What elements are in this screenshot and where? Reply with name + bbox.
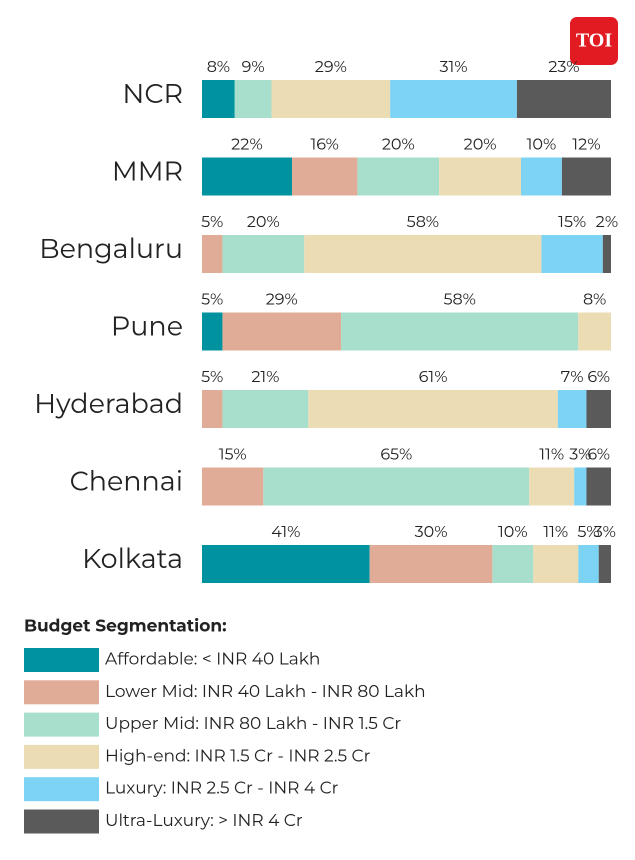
category-label: Kolkata (82, 542, 183, 575)
legend-swatch (24, 712, 99, 737)
value-label: 20% (247, 213, 280, 232)
value-label: 6% (587, 446, 610, 465)
bar-segment (202, 545, 370, 583)
value-label: 3% (569, 446, 591, 465)
bar-segment (557, 390, 587, 428)
bar-segment (492, 545, 534, 583)
bar-segment (541, 235, 603, 273)
value-label: 12% (572, 136, 600, 155)
value-label: 6% (587, 368, 610, 387)
value-label: 16% (310, 136, 338, 155)
value-label: 9% (242, 58, 265, 77)
legend-label: Upper Mid: INR 80 Lakh - INR 1.5 Cr (105, 714, 401, 734)
value-label: 10% (527, 136, 557, 155)
bar-segment (202, 157, 292, 196)
bar-segment (574, 467, 587, 506)
bar-segment (263, 467, 530, 506)
bar-segment (341, 312, 579, 351)
logo: TOI (576, 30, 613, 52)
bar-segment (578, 312, 611, 351)
category-label: Chennai (70, 465, 183, 498)
bar-segment (291, 157, 358, 196)
value-label: 29% (315, 58, 347, 77)
value-label: 29% (266, 291, 298, 310)
value-label: 15% (558, 213, 586, 232)
bar-segment (271, 80, 391, 118)
bar-segment (439, 157, 522, 196)
value-label: 5% (577, 523, 599, 542)
legend-label: Affordable: < INR 40 Lakh (105, 649, 320, 669)
value-label: 20% (464, 136, 497, 155)
value-label: 11% (543, 523, 568, 542)
bar-segment (586, 467, 611, 506)
legend-label: High-end: INR 1.5 Cr - INR 2.5 Cr (105, 746, 371, 766)
legend-swatch (24, 777, 99, 802)
bar-segment (521, 157, 562, 196)
bar-segment (357, 157, 440, 196)
bar-segment (304, 235, 542, 273)
bar-segment (202, 390, 223, 428)
bar-segment (578, 545, 599, 583)
legend-label: Luxury: INR 2.5 Cr - INR 4 Cr (105, 779, 339, 799)
bar-segment (516, 80, 611, 118)
value-label: 5% (201, 291, 223, 310)
value-label: 58% (407, 213, 439, 232)
bar-segment (602, 235, 611, 273)
legend-label: Lower Mid: INR 40 Lakh - INR 80 Lakh (105, 682, 426, 702)
legend-swatch (24, 648, 99, 672)
value-label: 5% (201, 213, 223, 232)
bar-segment (202, 312, 223, 351)
logo-badge (570, 17, 618, 65)
bar-segment (529, 467, 575, 506)
bar-segment (222, 312, 342, 351)
value-label: 3% (594, 523, 616, 542)
bar-segment (586, 390, 611, 428)
value-label: 22% (231, 136, 263, 155)
legend-swatch (24, 809, 99, 834)
value-label: 15% (219, 446, 247, 465)
category-label: NCR (122, 77, 183, 110)
value-label: 61% (419, 368, 448, 387)
legend-label: Ultra-Luxury: > INR 4 Cr (105, 811, 303, 831)
bar-segment (234, 80, 272, 118)
value-label: 11% (539, 446, 564, 465)
bar-segment (390, 80, 517, 118)
value-label: 31% (439, 58, 467, 77)
value-label: 2% (596, 213, 619, 232)
bar-segment (202, 80, 235, 118)
value-label: 30% (415, 523, 448, 542)
legend-title: Budget Segmentation: (24, 617, 227, 637)
bar-segment (561, 157, 611, 196)
value-label: 10% (498, 523, 528, 542)
bar-segment (222, 235, 305, 273)
value-label: 8% (207, 58, 230, 77)
bar-segment (202, 467, 264, 506)
bar-segment (533, 545, 579, 583)
value-label: 58% (443, 291, 475, 310)
bar-segment (202, 235, 223, 273)
value-label: 5% (201, 368, 223, 387)
bar-segment (308, 390, 558, 428)
category-label: Pune (111, 310, 183, 343)
bar-segment (222, 390, 309, 428)
value-label: 65% (380, 446, 412, 465)
value-label: 21% (251, 368, 279, 387)
category-label: Hyderabad (34, 387, 183, 420)
value-label: 23% (548, 58, 579, 77)
category-label: Bengaluru (39, 232, 183, 265)
value-label: 20% (382, 136, 415, 155)
value-label: 41% (271, 523, 300, 542)
bar-segment (598, 545, 611, 583)
value-label: 8% (583, 291, 606, 310)
legend-swatch (24, 744, 99, 769)
category-label: MMR (112, 155, 183, 188)
value-label: 7% (561, 368, 584, 387)
bar-segment (369, 545, 493, 583)
legend-swatch (24, 680, 99, 705)
